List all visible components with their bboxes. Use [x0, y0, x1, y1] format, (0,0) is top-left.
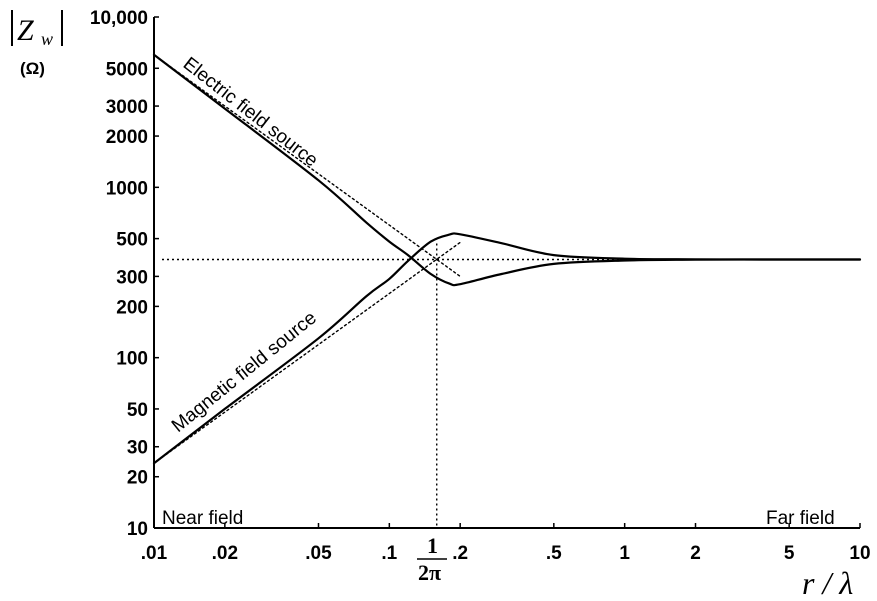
magnetic-field-source-line: [152, 232, 862, 465]
y-tick-label: 3000: [106, 97, 148, 118]
two-pi-tick: 1 2π: [417, 533, 447, 585]
y-tick-label: 200: [116, 297, 148, 318]
y-tick-label: 30: [127, 438, 148, 459]
tick-labels: 10 20 30 50 100 200 300 500 1000 2000 3000 5000 10,0…: [90, 8, 871, 564]
x-tick-label: 10: [849, 543, 870, 564]
y-tick-label: 2000: [106, 127, 148, 148]
y-tick-label: 50: [127, 400, 148, 421]
y-tick-label: 100: [116, 349, 148, 370]
y-title-subscript: w: [41, 29, 53, 49]
y-tick-label: 10: [127, 519, 148, 540]
y-tick-label: 10,000: [90, 8, 148, 29]
reference-guides: [162, 243, 860, 528]
two-pi-numerator: 1: [427, 533, 438, 558]
x-tick-label: .01: [141, 543, 168, 564]
y-tick-label: 300: [116, 267, 148, 288]
magnetic-field-source-label: Magnetic field source: [168, 308, 321, 437]
electric-field-asymptote-line: [153, 54, 461, 278]
x-tick-label: .1: [381, 543, 397, 564]
x-tick-label: 2: [690, 543, 701, 564]
y-tick-label: 5000: [106, 59, 148, 80]
y-tick-label: 20: [127, 468, 148, 489]
y-axis-title: Z w (Ω): [11, 10, 63, 78]
x-tick-label: .2: [452, 543, 468, 564]
electric-field-source-label: Electric field source: [179, 53, 322, 171]
y-title-symbol: Z: [17, 14, 34, 47]
y-title-unit: (Ω): [20, 59, 45, 78]
far-field-label: Far field: [766, 508, 835, 529]
y-tick-label: 500: [116, 230, 148, 251]
x-tick-label: 1: [619, 543, 630, 564]
series-group: [152, 53, 862, 465]
x-tick-label: 5: [784, 543, 795, 564]
magnetic-field-asymptote-line: [153, 241, 461, 464]
x-axis-title: r / λ: [802, 565, 853, 601]
two-pi-denominator: 2π: [418, 560, 441, 585]
axes: [153, 16, 861, 529]
x-tick-label: .05: [305, 543, 332, 564]
x-tick-label: .02: [212, 543, 238, 564]
x-tick-label: .5: [546, 543, 562, 564]
near-field-label: Near field: [162, 508, 243, 529]
y-tick-label: 1000: [106, 178, 148, 199]
electric-field-source-line: [152, 53, 862, 287]
